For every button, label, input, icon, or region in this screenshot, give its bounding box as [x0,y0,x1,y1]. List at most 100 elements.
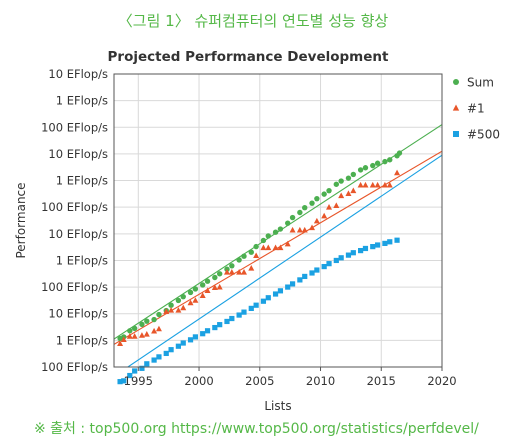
point-top1 [296,226,303,233]
grid [114,73,443,368]
point-sum [362,165,369,171]
point-top500 [151,357,157,363]
point-top500 [121,378,127,384]
figure-caption: 〈그림 1〉 슈퍼컴퓨터의 연도별 성능 향상 [117,12,389,30]
point-top500 [200,331,206,337]
point-top500 [345,252,352,258]
point-top500 [382,240,388,247]
y-tick-label: 100 EFlop/s [41,120,108,134]
point-sum [333,181,340,187]
y-tick-label: 100 EFlop/s [41,200,108,214]
x-axis-label: Lists [264,399,291,413]
point-sum [326,187,332,194]
point-sum [387,157,393,163]
point-sum [199,282,206,288]
point-top500 [309,270,315,276]
point-sum [168,302,174,308]
point-top500 [277,288,284,294]
point-top1 [301,226,308,233]
y-tick-label: 1 EFlop/s [56,94,108,108]
point-sum [192,286,199,292]
point-top1 [253,252,260,259]
point-top500 [350,250,356,256]
point-top500 [333,257,339,264]
point-top500 [241,309,247,315]
point-top1 [236,268,243,275]
point-top500 [260,298,267,304]
point-top1 [374,181,381,188]
point-top500 [338,255,344,261]
y-axis-label: Performance [14,182,28,258]
point-top500 [144,361,150,367]
point-top500 [156,354,162,360]
point-sum [253,243,259,250]
point-top1 [187,299,194,306]
point-top1 [117,340,124,346]
point-top1 [143,331,150,337]
source-note: ※ 출처 : top500.org https://www.top500.org… [34,421,479,437]
legend-label-top500: #500 [467,128,500,142]
point-top1 [248,264,255,271]
point-sum [241,253,247,259]
point-top500 [217,322,223,328]
point-top500 [180,340,186,346]
point-top500 [387,239,393,245]
x-tick-label: 1995 [124,374,153,388]
y-tick-label: 10 EFlop/s [48,67,108,81]
point-sum [248,249,254,255]
point-top500 [302,273,308,280]
y-tick-label: 100 EFlop/s [41,280,108,294]
point-sum [175,297,182,304]
point-top1 [155,325,162,332]
point-sum [382,158,388,165]
point-sum [127,328,133,334]
point-top500 [224,318,230,325]
point-top1 [240,268,247,275]
point-top1 [381,181,388,188]
point-top1 [338,192,345,199]
point-top1 [131,333,138,339]
point-top1 [126,333,133,339]
point-top500 [297,277,303,283]
point-top500 [321,263,327,270]
point-sum [260,237,267,244]
point-top1 [260,244,267,251]
point-top1 [175,307,182,313]
point-top500 [326,261,332,267]
x-axis-ticks: 1995 2000 2005 2010 2015 2020 [124,367,457,388]
legend-marker-top1 [452,104,460,111]
point-top500 [229,315,235,322]
point-top500 [358,247,364,254]
legend-label-top1: #1 [467,102,485,116]
point-sum [180,293,186,300]
legend: Sum #1 #500 [452,76,500,142]
point-sum [229,263,235,269]
x-tick-label: 2000 [184,374,213,388]
point-sum [216,271,223,277]
chart-title: Projected Performance Development [108,49,389,65]
point-top1 [120,336,127,342]
point-top500 [285,284,291,290]
point-top1 [313,217,320,224]
point-sum [321,191,327,197]
point-top1 [289,226,296,233]
point-top1 [228,268,235,275]
point-sum [338,178,344,184]
point-sum [396,150,403,156]
point-top1 [168,307,175,313]
y-tick-label: 1 EFlop/s [56,333,108,347]
point-top1 [151,327,158,334]
point-top500 [117,379,123,385]
point-top1 [180,304,187,311]
legend-marker-sum [453,79,459,85]
point-sum [314,195,320,202]
point-top1 [211,284,218,291]
point-sum [187,289,194,296]
point-top500 [132,368,138,374]
point-top1 [272,244,279,251]
point-sum [144,318,150,324]
point-top1 [223,268,230,275]
point-top1 [321,212,328,219]
point-sum [277,226,284,232]
